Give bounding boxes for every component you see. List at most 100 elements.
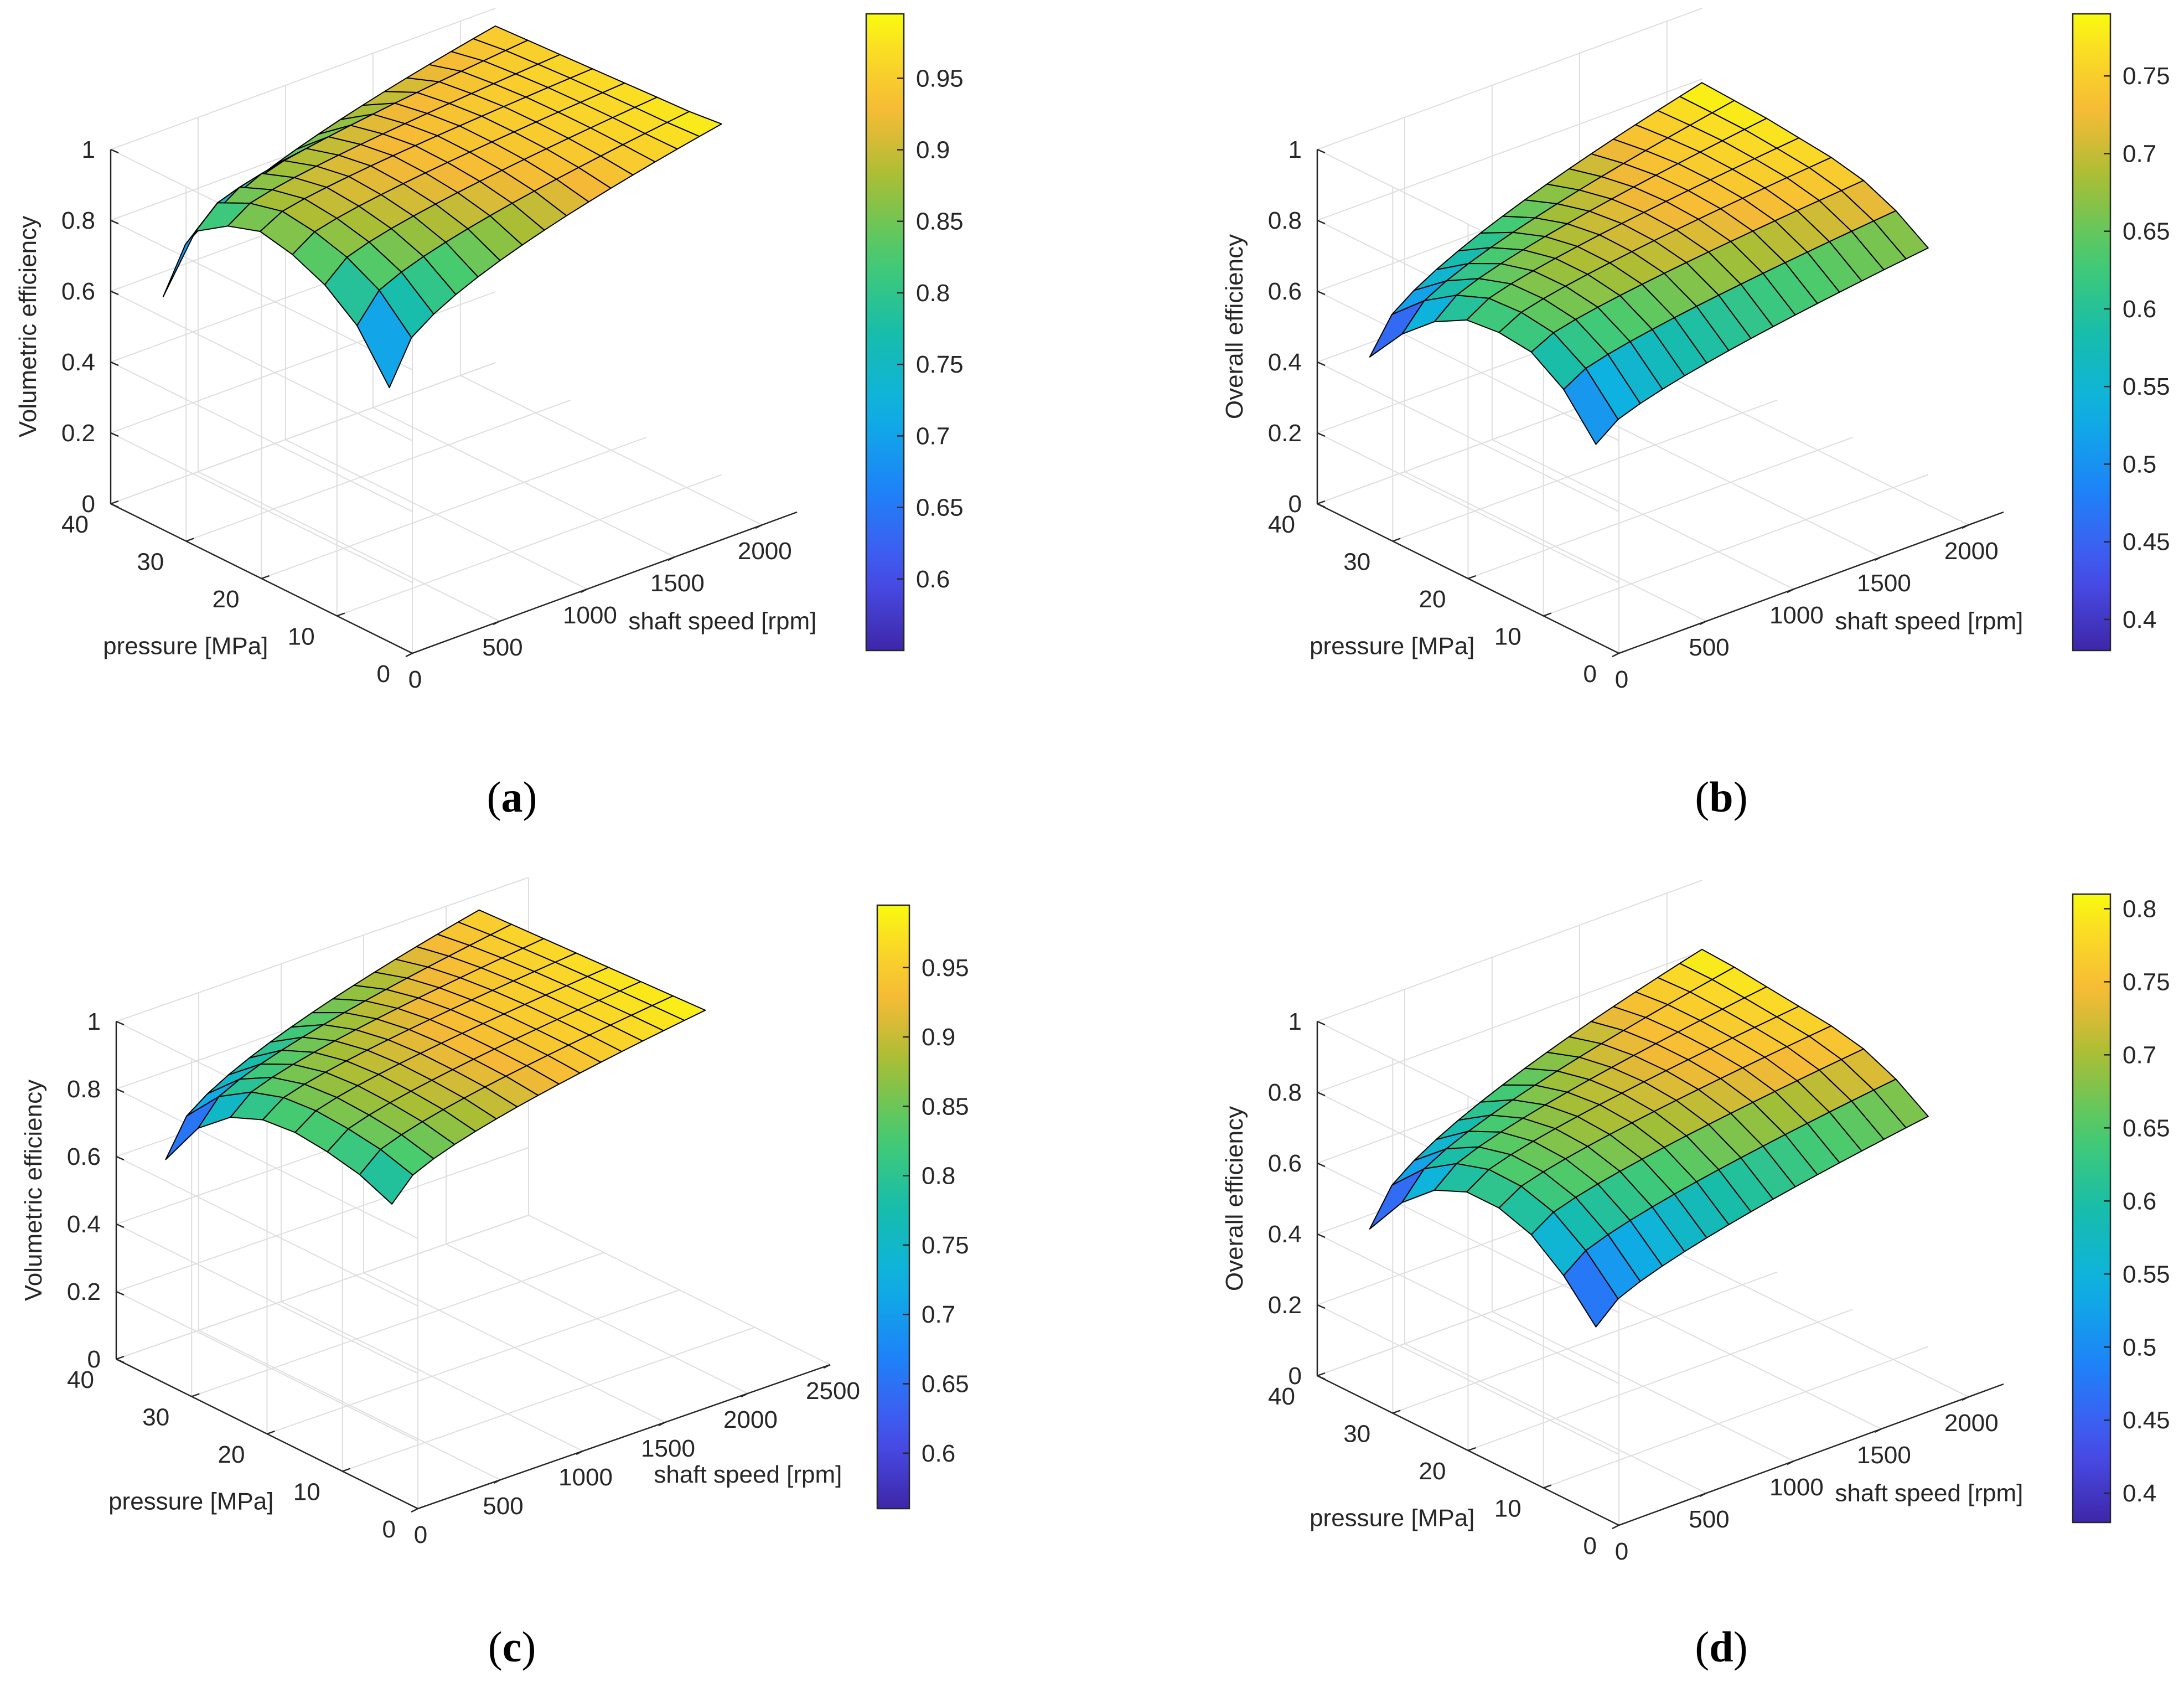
z-tick (110, 432, 119, 437)
x-axis-label: shaft speed [rpm] (1835, 1479, 2023, 1506)
z-tick (116, 1155, 125, 1161)
z-tick-label: 0.4 (1268, 1221, 1302, 1248)
y-tick (1468, 1447, 1476, 1452)
y-axis-label: pressure [MPa] (108, 1488, 273, 1515)
colorbar-tick-label: 0.8 (922, 1163, 955, 1190)
grid-line (116, 1224, 418, 1374)
grid-line (185, 399, 571, 542)
z-tick-label: 0.8 (67, 1076, 101, 1103)
z-tick (1317, 1233, 1326, 1238)
x-tick (1874, 1428, 1882, 1433)
z-tick-label: 1 (82, 136, 95, 163)
grid-line (1317, 291, 1619, 441)
x-tick (1962, 524, 1969, 529)
y-tick-label: 40 (1268, 1383, 1295, 1410)
y-tick-label: 30 (1343, 1421, 1370, 1448)
x-tick-label: 0 (408, 666, 422, 693)
x-tick-label: 0 (1615, 666, 1628, 693)
z-tick (116, 1020, 125, 1026)
z-tick-label: 0.4 (67, 1211, 101, 1238)
y-tick (1618, 649, 1627, 654)
y-tick (1317, 1372, 1326, 1377)
grid-line (110, 220, 413, 370)
grid-line (110, 432, 413, 583)
colorbar-tick-label: 0.55 (2123, 373, 2170, 400)
grid-line (110, 362, 496, 504)
caption-c: (c) (488, 1623, 536, 1671)
x-tick (823, 1364, 831, 1369)
grid-line (267, 1289, 680, 1434)
z-tick-label: 0 (1288, 491, 1302, 518)
colorbar-tick-label: 0.8 (916, 280, 950, 307)
z-tick-label: 0.6 (1268, 278, 1302, 305)
z-tick-label: 0.4 (61, 349, 95, 376)
surface-patch (165, 1096, 220, 1160)
x-axis-label: shaft speed [rpm] (628, 607, 816, 634)
caption-d: (d) (1695, 1623, 1748, 1671)
y-tick-label: 30 (137, 549, 164, 576)
grid-line (110, 8, 496, 150)
x-tick-label: 500 (482, 634, 522, 661)
z-tick-label: 1 (87, 1008, 101, 1035)
colorbar-tick-label: 0.4 (2123, 606, 2156, 633)
x-axis-line (412, 511, 798, 654)
grid-line (1543, 1346, 1929, 1489)
x-tick (1612, 1524, 1619, 1530)
z-tick-label: 0.8 (1268, 207, 1302, 234)
x-axis-line (1618, 511, 2004, 654)
y-tick-label: 20 (213, 586, 240, 613)
colorbar-tick-label: 0.85 (916, 208, 964, 235)
y-tick-label: 20 (1419, 1458, 1446, 1485)
z-axis-label: Volumetric efficiency (20, 1080, 47, 1301)
chart-panel-a: 050010001500200001020304000.20.40.60.81s… (14, 8, 964, 693)
colorbar-tick-label: 0.45 (2123, 529, 2170, 556)
z-tick (116, 1223, 125, 1228)
x-tick (405, 652, 413, 658)
z-tick (1317, 1020, 1326, 1026)
y-axis-label: pressure [MPa] (103, 633, 268, 660)
y-tick (412, 649, 421, 654)
y-tick-label: 20 (1419, 586, 1446, 613)
y-tick (261, 575, 270, 580)
x-tick (493, 620, 500, 626)
x-tick (741, 1392, 748, 1398)
z-tick (1317, 1091, 1326, 1097)
y-tick (110, 500, 119, 505)
grid-line (116, 1291, 418, 1442)
z-axis-label: Volumetric efficiency (14, 216, 42, 437)
y-tick-label: 10 (1494, 1495, 1521, 1522)
x-tick (1962, 1396, 1969, 1401)
x-tick (1787, 588, 1794, 593)
colorbar-tick-label: 0.4 (2123, 1480, 2156, 1507)
z-tick-label: 1 (1288, 1008, 1302, 1035)
x-axis-label: shaft speed [rpm] (654, 1461, 842, 1488)
z-tick-label: 0 (1288, 1362, 1302, 1390)
colorbar (2072, 893, 2111, 1524)
x-tick-label: 2000 (1944, 1410, 1999, 1437)
y-tick (191, 1393, 200, 1397)
colorbar-tick-label: 0.65 (916, 494, 964, 522)
y-tick (417, 1505, 426, 1510)
x-tick (667, 556, 675, 561)
colorbar-tick-label: 0.65 (2123, 218, 2170, 245)
y-tick (1392, 538, 1401, 542)
grid-line (342, 1326, 755, 1472)
grid-line (1392, 1271, 1778, 1414)
x-tick-label: 1500 (650, 570, 705, 597)
grid-line (1543, 474, 1929, 617)
x-tick-label: 1500 (1857, 570, 1911, 597)
colorbar-tick-label: 0.55 (2123, 1261, 2170, 1288)
y-tick-label: 30 (1343, 549, 1370, 576)
x-tick-label: 500 (1689, 1506, 1729, 1533)
y-tick (116, 1355, 125, 1360)
z-tick-label: 0.6 (67, 1143, 101, 1170)
y-tick (1392, 1410, 1401, 1414)
grid-line (110, 291, 413, 441)
colorbar-tick-label: 0.8 (2123, 895, 2156, 922)
z-tick-label: 0.2 (1268, 1292, 1302, 1319)
colorbar-tick-label: 0.75 (922, 1232, 969, 1259)
x-tick (493, 1479, 501, 1484)
grid-line (1317, 951, 1702, 1093)
grid-line (337, 474, 722, 617)
